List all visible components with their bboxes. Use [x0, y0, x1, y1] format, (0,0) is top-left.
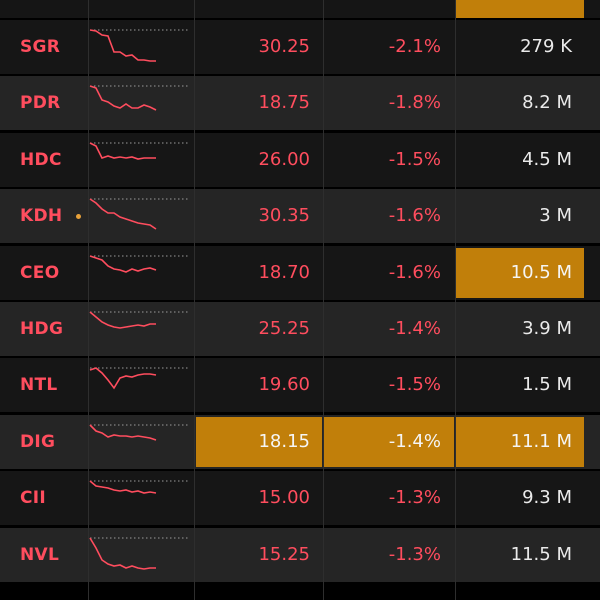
sparkline-series [89, 254, 157, 273]
stock-volume: 3.9 M [522, 318, 572, 339]
sparkline-chart [89, 198, 190, 230]
sparkline-series [89, 198, 157, 230]
stock-symbol[interactable]: CEO [20, 262, 60, 283]
stock-row-sgr[interactable]: SGR 30.25 -2.1% 279 K [0, 20, 600, 74]
stock-row-ceo[interactable]: CEO 18.70 -1.6% 10.5 M [0, 245, 600, 300]
sparkline-chart [89, 142, 190, 160]
stock-symbol[interactable]: SGR [20, 37, 61, 57]
stock-symbol[interactable]: HDG [20, 319, 64, 339]
stock-price: 18.70 [258, 261, 310, 283]
stock-change: -1.5% [388, 148, 441, 170]
stock-volume: 8.2 M [522, 92, 572, 114]
stock-volume: 10.5 M [510, 261, 572, 283]
stock-change: -1.6% [388, 261, 441, 283]
stock-row-kdh[interactable]: KDH 30.35 -1.6% 3 M [0, 189, 600, 244]
sparkline-series [89, 142, 156, 160]
stock-change: -1.5% [388, 374, 441, 396]
column-divider [194, 0, 195, 600]
stock-price: 30.25 [258, 36, 310, 57]
sparkline-series [89, 29, 156, 62]
stock-price: 18.15 [258, 430, 310, 452]
column-divider [88, 0, 89, 600]
sparkline-chart [89, 254, 190, 273]
sparkline-chart [89, 29, 190, 62]
stock-row-pdr[interactable]: PDR 18.75 -1.8% 8.2 M [0, 76, 600, 131]
price-highlight [196, 416, 322, 467]
sparkline-chart [89, 537, 190, 570]
column-divider [323, 0, 324, 600]
sparkline-chart [89, 85, 190, 112]
stock-symbol[interactable]: NVL [20, 544, 60, 565]
stock-row-nvl[interactable]: NVL 15.25 -1.3% 11.5 M [0, 527, 600, 582]
stock-change: -1.6% [388, 205, 441, 227]
stock-change: -2.1% [388, 36, 441, 57]
stock-volume: 9.3 M [522, 487, 572, 509]
stock-symbol[interactable]: HDC [20, 149, 62, 170]
column-divider [455, 0, 456, 600]
stock-symbol[interactable]: NTL [20, 375, 58, 396]
stock-change: -1.3% [388, 543, 441, 565]
stock-price: 26.00 [258, 148, 310, 170]
stock-change: -1.4% [388, 430, 441, 452]
sparkline-series [89, 311, 156, 329]
header-row-partial [0, 0, 600, 18]
stock-symbol[interactable]: DIG [20, 431, 56, 452]
sparkline-series [89, 424, 157, 441]
stock-row-ntl[interactable]: NTL 19.60 -1.5% 1.5 M [0, 358, 600, 413]
stock-price: 15.25 [258, 543, 310, 565]
stock-change: -1.3% [388, 487, 441, 509]
stock-row-hdc[interactable]: HDC 26.00 -1.5% 4.5 M [0, 132, 600, 187]
sparkline-chart [89, 424, 190, 441]
volume-highlight [456, 247, 584, 298]
stock-symbol[interactable]: CII [20, 488, 47, 509]
sparkline-series [89, 537, 156, 570]
sparkline-series [89, 367, 157, 390]
stock-price: 15.00 [258, 487, 310, 509]
stock-volume: 3 M [539, 205, 572, 227]
stock-change: -1.4% [388, 318, 441, 339]
volume-highlight [456, 416, 584, 467]
volume-header-highlight [456, 0, 584, 18]
sparkline-chart [89, 367, 190, 390]
stock-price: 19.60 [258, 374, 310, 396]
stock-row-hdg[interactable]: HDG 25.25 -1.4% 3.9 M [0, 302, 600, 356]
stock-change: -1.8% [388, 92, 441, 114]
stock-volume: 279 K [520, 36, 572, 57]
stock-row-dig[interactable]: DIG 18.15 -1.4% 11.1 M [0, 414, 600, 469]
stock-volume: 4.5 M [522, 148, 572, 170]
stock-symbol[interactable]: KDH [20, 206, 63, 227]
sparkline-series [89, 480, 157, 495]
stock-volume: 1.5 M [522, 374, 572, 396]
stock-volume: 11.5 M [510, 543, 572, 565]
change-highlight [324, 416, 454, 467]
stock-row-cii[interactable]: CII 15.00 -1.3% 9.3 M [0, 471, 600, 526]
stock-price: 18.75 [258, 92, 310, 114]
stock-symbol[interactable]: PDR [20, 93, 61, 114]
stock-price: 30.35 [258, 205, 310, 227]
sparkline-chart [89, 311, 190, 329]
stock-price: 25.25 [258, 318, 310, 339]
alert-dot-icon [76, 214, 81, 220]
sparkline-chart [89, 480, 190, 495]
stock-volume: 11.1 M [510, 430, 572, 452]
sparkline-series [89, 85, 157, 112]
